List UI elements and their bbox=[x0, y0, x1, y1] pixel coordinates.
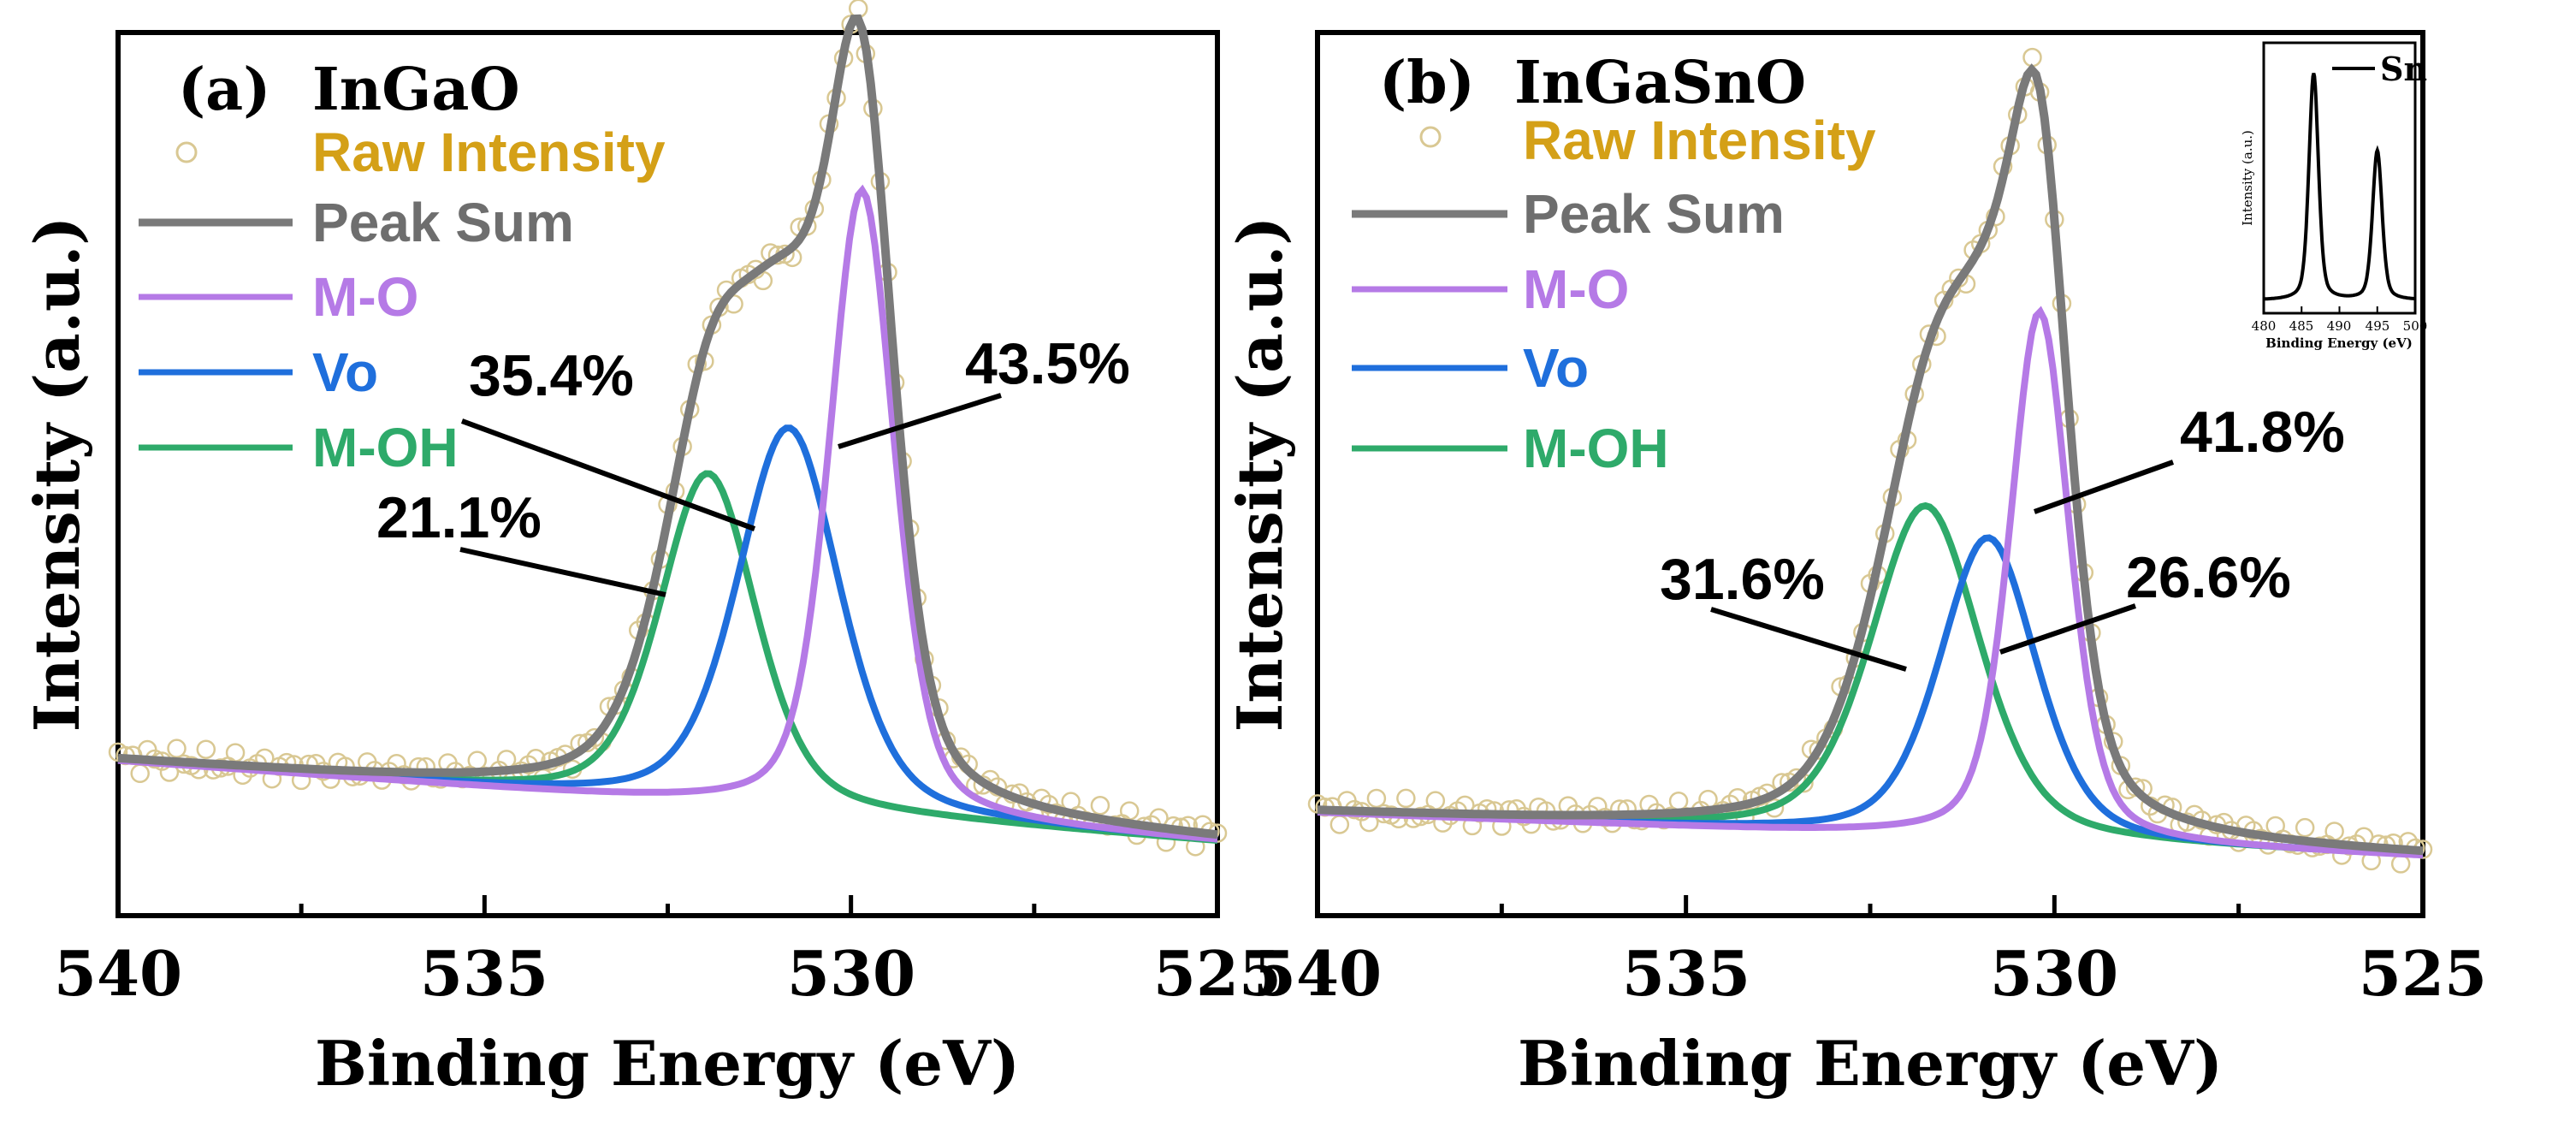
raw-intensity-point bbox=[167, 739, 187, 758]
legend-label-m-oh: M-OH bbox=[312, 417, 459, 478]
raw-intensity-point bbox=[2022, 47, 2042, 68]
component-curve-mo bbox=[1317, 306, 2424, 859]
panel-b-x-tick-labels: 540 535 530 525 bbox=[1253, 937, 2487, 1010]
inset-x-tick-label: 480 bbox=[2252, 318, 2277, 334]
annotation-m-oh-leader bbox=[1710, 607, 1907, 672]
x-tick-label: 540 bbox=[1253, 937, 1382, 1010]
annotation-vo-percent: 26.6% bbox=[2126, 545, 2291, 610]
annotation-m-oh-percent: 31.6% bbox=[1660, 547, 1825, 612]
legend-label-m-oh: M-OH bbox=[1523, 418, 1669, 479]
raw-intensity-point bbox=[2390, 854, 2411, 874]
inset-y-axis-title: Intensity (a.u.) bbox=[2240, 130, 2255, 226]
panel-a-x-tick-labels: 540 535 530 525 bbox=[54, 937, 1282, 1010]
panel-b-annotations: 41.8% 26.6% 31.6% bbox=[1660, 400, 2345, 672]
panel-a-curves bbox=[108, 0, 1228, 857]
raw-intensity-point bbox=[848, 0, 868, 19]
raw-intensity-point bbox=[196, 739, 216, 759]
peak-sum-curve bbox=[117, 14, 1218, 839]
x-tick-label: 540 bbox=[54, 937, 182, 1010]
raw-intensity-point bbox=[1090, 796, 1110, 816]
legend-label-peak-sum: Peak Sum bbox=[1523, 183, 1785, 245]
raw-intensity-point bbox=[1396, 788, 1416, 809]
panel-a-label: (a) bbox=[178, 56, 270, 124]
panel-b-y-axis-title: Intensity (a.u.) bbox=[1223, 217, 1296, 733]
x-tick-label: 525 bbox=[2359, 937, 2487, 1010]
inset-frame bbox=[2262, 41, 2417, 315]
inset-legend-label-sn: Sn bbox=[2380, 50, 2427, 88]
peak-sum-curve bbox=[1317, 63, 2424, 856]
legend-label-vo: Vo bbox=[312, 341, 378, 403]
panel-a-legend: Raw Intensity Peak Sum M-O Vo M-OH bbox=[139, 122, 666, 478]
panel-a-x-axis-title: Binding Energy (eV) bbox=[315, 1027, 1020, 1100]
panel-b-legend: Raw Intensity Peak Sum M-O Vo M-OH bbox=[1352, 110, 1876, 479]
component-curve-mo bbox=[117, 184, 1218, 843]
panel-b-x-axis-title: Binding Energy (eV) bbox=[1518, 1027, 2223, 1100]
panel-a-x-ticks bbox=[115, 895, 1220, 916]
annotation-vo-leader bbox=[460, 418, 756, 531]
annotation-m-o-percent: 43.5% bbox=[965, 331, 1130, 396]
panel-b-title: InGaSnO bbox=[1514, 49, 1806, 117]
annotation-m-o-leader bbox=[838, 393, 1002, 449]
legend-label-m-o: M-O bbox=[312, 266, 418, 328]
x-tick-label: 530 bbox=[1990, 937, 2118, 1010]
panel-a-title: InGaO bbox=[312, 56, 520, 124]
panel-b-curves bbox=[1307, 47, 2433, 874]
legend-label-raw-intensity: Raw Intensity bbox=[312, 122, 666, 183]
annotation-m-oh-leader bbox=[459, 547, 666, 597]
panel-a-ingao: 540 535 530 525 Binding Energy (eV) Inte… bbox=[21, 0, 1282, 1100]
legend-label-vo: Vo bbox=[1523, 337, 1589, 399]
x-tick-label: 535 bbox=[420, 937, 548, 1010]
panel-b-sn-inset: 480 485 490 495 500 Binding Energy (eV) … bbox=[2240, 41, 2428, 351]
legend-marker-raw-intensity bbox=[175, 141, 198, 163]
legend-label-m-o: M-O bbox=[1523, 258, 1629, 320]
raw-intensity-point bbox=[1366, 788, 1387, 809]
inset-x-tick-label: 490 bbox=[2327, 318, 2352, 334]
raw-intensity-point bbox=[2295, 817, 2315, 838]
legend-marker-raw-intensity bbox=[1419, 126, 1442, 148]
raw-intensity-point bbox=[1119, 801, 1140, 821]
inset-x-tick-label: 495 bbox=[2366, 318, 2390, 334]
panel-a-plot-frame bbox=[115, 30, 1220, 918]
panel-a-y-axis-title: Intensity (a.u.) bbox=[21, 217, 93, 733]
inset-x-tick-label: 500 bbox=[2403, 318, 2428, 334]
x-tick-label: 525 bbox=[1153, 937, 1282, 1010]
inset-curve-group bbox=[2264, 73, 2416, 301]
raw-intensity-point bbox=[1329, 815, 1350, 834]
inset-sn-curve bbox=[2264, 73, 2416, 301]
raw-intensity-point bbox=[130, 763, 150, 784]
annotation-m-oh-percent: 21.1% bbox=[376, 485, 542, 550]
component-curve-vo bbox=[117, 424, 1218, 843]
raw-intensity-point bbox=[225, 743, 246, 762]
raw-intensity-series bbox=[108, 0, 1228, 857]
raw-intensity-point bbox=[2324, 822, 2344, 841]
annotation-m-o-leader bbox=[2033, 460, 2175, 514]
raw-intensity-point bbox=[1425, 791, 1446, 810]
panel-b-label: (b) bbox=[1379, 49, 1475, 117]
x-tick-label: 535 bbox=[1622, 937, 1750, 1010]
annotation-vo-percent: 35.4% bbox=[469, 343, 634, 408]
inset-x-ticks bbox=[2263, 306, 2416, 313]
legend-label-raw-intensity: Raw Intensity bbox=[1523, 110, 1876, 171]
panel-b-ingasno: 540 535 530 525 Binding Energy (eV) Inte… bbox=[1223, 30, 2487, 1100]
inset-x-tick-labels: 480 485 490 495 500 bbox=[2252, 318, 2428, 334]
panel-a-annotations: 43.5% 35.4% 21.1% bbox=[376, 331, 1130, 597]
inset-x-tick-label: 485 bbox=[2289, 318, 2314, 334]
inset-x-axis-title: Binding Energy (eV) bbox=[2265, 335, 2413, 351]
raw-intensity-point bbox=[2125, 777, 2146, 798]
annotation-m-o-percent: 41.8% bbox=[2180, 400, 2345, 465]
legend-label-peak-sum: Peak Sum bbox=[312, 192, 574, 253]
raw-intensity-point bbox=[467, 750, 488, 770]
x-tick-label: 530 bbox=[787, 937, 915, 1010]
panel-b-x-ticks bbox=[1315, 895, 2425, 916]
annotation-vo-leader bbox=[1999, 603, 2136, 655]
